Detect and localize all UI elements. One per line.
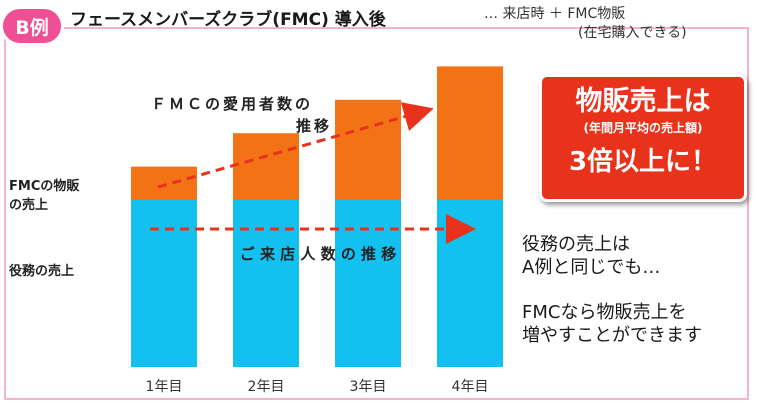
- service-bar-3: [335, 200, 401, 367]
- description-block-2: FMCなら物販売上を 増やすことができます: [522, 301, 702, 347]
- description-line-2: A例と同じでも…: [522, 257, 661, 278]
- fmc-bar-1: [131, 166, 197, 200]
- callout-line-2: (年間月平均の売上額): [583, 121, 703, 135]
- example-badge: B例: [0, 6, 64, 46]
- x-tick-label-1: 1年目: [146, 379, 183, 395]
- x-tick-label-3: 3年目: [350, 379, 387, 395]
- note-line-2: (在宅購入できる): [578, 25, 687, 41]
- callout-line-1: 物販売上は: [575, 86, 711, 117]
- fmc-sales-label-line-1: FMCの物販: [9, 179, 80, 194]
- sales-callout: 物販売上は (年間月平均の売上額) 3倍以上に！: [539, 74, 747, 202]
- description-line-4: 増やすことができます: [522, 325, 702, 346]
- visitor-trend-label: ご 来 店 人 数 の 推 移: [240, 245, 397, 263]
- fmc-trend-label-line-2: 推移: [296, 117, 332, 135]
- service-bar-4: [437, 200, 503, 367]
- x-tick-label-4: 4年目: [452, 379, 489, 395]
- fmc-bar-3: [335, 99, 401, 200]
- service-sales-label: 役務の売上: [9, 264, 75, 279]
- fmc-sales-label: FMCの物販 の売上: [9, 177, 79, 215]
- page-title: フェースメンバーズクラブ(FMC) 導入後: [70, 10, 386, 30]
- description-line-1: 役務の売上は: [522, 234, 630, 255]
- fmc-bar-4: [437, 66, 503, 201]
- fmc-bar-2: [233, 133, 299, 200]
- service-bar-2: [233, 200, 299, 367]
- description-line-3: FMCなら物販売上を: [522, 302, 687, 323]
- fmc-trend-arrow: [157, 102, 434, 189]
- fmc-trend-label-line-1: ＦＭＣの愛用者数の: [151, 95, 313, 113]
- callout-line-3: 3倍以上に！: [568, 147, 718, 177]
- note-line-1: … 来店時 ＋ FMC物販: [484, 6, 626, 22]
- x-tick-label-2: 2年目: [248, 379, 285, 395]
- title-note: … 来店時 ＋ FMC物販 (在宅購入できる): [484, 5, 687, 43]
- service-bar-1: [131, 200, 197, 367]
- description-block-1: 役務の売上は A例と同じでも…: [522, 233, 660, 279]
- fmc-sales-label-line-2: の売上: [9, 198, 49, 213]
